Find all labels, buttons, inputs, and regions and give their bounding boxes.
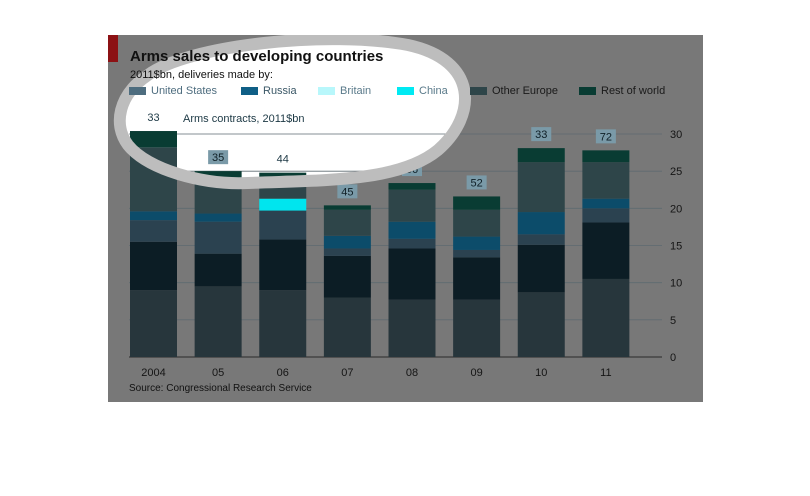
- legend-label: Britain: [340, 85, 372, 97]
- source-note: Source: Congressional Research Service: [129, 383, 312, 394]
- legend-swatch: [397, 87, 414, 95]
- legend-swatch: [241, 87, 258, 95]
- legend-swatch: [129, 87, 146, 95]
- legend-label: Russia: [263, 85, 297, 97]
- legend-label: United States: [151, 85, 218, 97]
- legend-item-other-europe: Other Europe: [470, 85, 558, 97]
- chart-subtitle: 2011$bn, deliveries made by:: [130, 69, 273, 81]
- legend-item-russia: Russia: [241, 85, 297, 97]
- chart-title: Arms sales to developing countries: [130, 48, 384, 65]
- legend-swatch: [318, 87, 335, 95]
- legend-item-britain: Britain: [318, 85, 371, 97]
- brand-mark: [108, 35, 118, 62]
- legend-item-china: China: [397, 85, 448, 97]
- legend-swatch: [579, 87, 596, 95]
- legend-label: Other Europe: [492, 85, 559, 97]
- legend-swatch: [470, 87, 487, 95]
- contracts-label: Arms contracts, 2011$bn: [183, 113, 305, 125]
- legend-label: China: [419, 85, 448, 97]
- legend-item-united-states: United States: [129, 85, 217, 97]
- legend-item-rest-of-world: Rest of world: [579, 85, 665, 97]
- legend-label: Rest of world: [601, 85, 666, 97]
